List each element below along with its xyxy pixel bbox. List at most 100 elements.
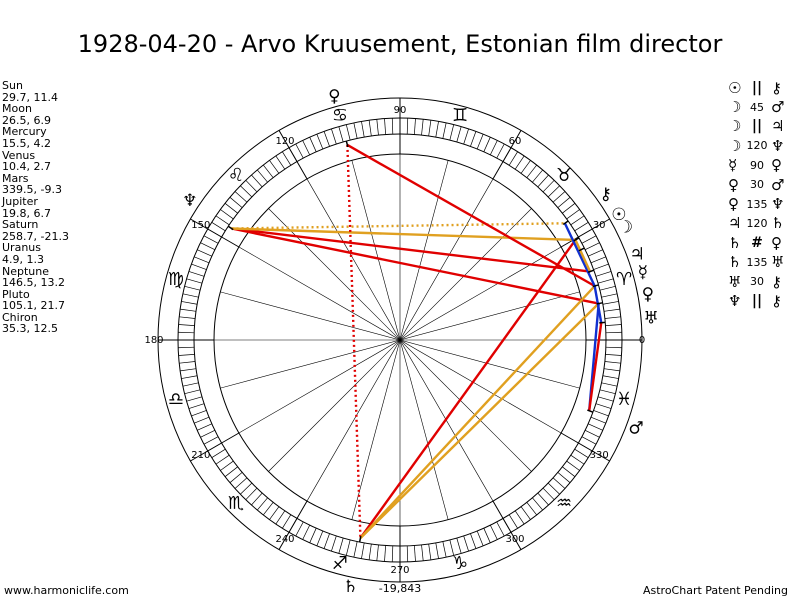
degree-tick	[197, 249, 212, 257]
degree-tick	[414, 118, 416, 135]
degree-tick	[316, 530, 324, 546]
degree-tick	[184, 389, 201, 395]
degree-tick	[604, 361, 621, 364]
degree-tick	[197, 423, 212, 431]
degree-tick	[428, 120, 432, 137]
degree-tick	[240, 482, 253, 495]
degree-tick	[508, 514, 518, 529]
degree-tick	[194, 416, 210, 424]
degree-tick	[215, 454, 230, 465]
aspect-type: ||	[751, 292, 763, 309]
degree-tick	[414, 545, 416, 562]
planet-coords-neptune: 146.5, 13.2	[2, 276, 65, 290]
planet-name-saturn: Saturn	[2, 218, 39, 232]
sign-boundary	[190, 218, 240, 248]
planet-name-venus: Venus	[2, 148, 36, 162]
degree-tick	[234, 191, 248, 203]
degree-tick	[361, 121, 365, 138]
degree-tick	[194, 256, 210, 264]
sign-boundary	[278, 130, 308, 180]
degree-label: 0	[639, 335, 645, 346]
degree-tick	[220, 209, 234, 220]
degree-tick	[302, 524, 311, 540]
aspect-planet-2: ⚷	[771, 291, 782, 310]
degree-tick	[590, 416, 606, 424]
zodiac-sign-icon: ♈	[616, 269, 632, 290]
planet-name-pluto: Pluto	[2, 287, 30, 301]
degree-tick	[570, 215, 585, 226]
aspect-planet-2: ♄	[771, 214, 785, 233]
planet-tick	[562, 220, 569, 226]
degree-tick	[215, 215, 230, 226]
degree-tick	[605, 331, 622, 334]
aspect-planet-2: ♆	[771, 136, 785, 155]
zodiac-sign-icon: ♒	[556, 493, 572, 514]
degree-tick	[496, 143, 505, 159]
degree-tick	[463, 535, 469, 552]
degree-tick	[384, 118, 386, 135]
planet-name-uranus: Uranus	[2, 241, 41, 255]
aspect-planet-1: ♆	[728, 291, 742, 310]
degree-tick	[269, 160, 280, 174]
aspect-planet-2: ♅	[771, 253, 785, 272]
degree-tick	[581, 235, 597, 244]
degree-tick	[428, 543, 432, 560]
planet-glyph-chiron: ⚷	[599, 184, 611, 204]
planet-tick	[358, 535, 362, 543]
aspect-planet-1: ♅	[728, 272, 742, 291]
aspect-line	[231, 227, 576, 242]
aspect-line	[563, 222, 596, 287]
planet-glyph-moon: ☽	[618, 218, 633, 238]
aspect-type: 30	[750, 275, 764, 289]
degree-tick	[179, 361, 196, 364]
planet-tick	[587, 269, 595, 273]
planet-tick	[227, 225, 234, 231]
aspect-type: 135	[746, 255, 768, 269]
planet-tick	[596, 302, 603, 305]
degree-label: 60	[509, 136, 522, 147]
degree-tick	[361, 542, 365, 559]
degree-tick	[186, 396, 203, 402]
planet-coords-venus: 10.4, 2.7	[2, 160, 51, 174]
degree-tick	[331, 535, 337, 552]
degree-tick	[275, 510, 286, 525]
aspect-planet-2: ♂	[771, 175, 785, 194]
degree-tick	[182, 382, 199, 387]
degree-tick	[211, 448, 226, 458]
degree-tick	[537, 174, 549, 188]
aspect-planet-2: ♆	[771, 195, 785, 214]
degree-tick	[520, 506, 531, 520]
aspect-line	[346, 143, 596, 288]
degree-tick	[520, 160, 531, 174]
degree-tick	[191, 410, 207, 417]
zodiac-sign-icon: ♉	[556, 165, 572, 186]
degree-tick	[532, 497, 543, 511]
aspect-line	[574, 239, 592, 273]
aspect-planet-2: ♃	[771, 117, 785, 136]
planet-coords-mercury: 15.5, 4.2	[2, 136, 51, 150]
degree-tick	[470, 131, 477, 147]
degree-tick	[269, 506, 280, 520]
planet-tick	[599, 321, 606, 324]
degree-tick	[542, 487, 555, 500]
degree-label: 300	[505, 534, 524, 545]
aspect-line	[231, 227, 591, 273]
degree-tick	[323, 131, 330, 147]
degree-tick	[295, 143, 304, 159]
degree-tick	[597, 278, 614, 284]
zodiac-sign-icon: ♎	[168, 389, 184, 410]
aspect-type: 30	[750, 178, 764, 192]
degree-tick	[593, 410, 609, 417]
planet-glyph-mercury: ☿	[638, 263, 648, 283]
degree-tick	[338, 537, 344, 554]
degree-tick	[180, 368, 197, 372]
aspect-row: ♅ 30 ⚷	[728, 272, 800, 291]
aspect-planet-2: ⚷	[771, 78, 782, 97]
degree-tick	[245, 487, 258, 500]
aspect-line	[346, 144, 362, 539]
degree-tick	[353, 122, 358, 139]
degree-tick	[368, 543, 372, 560]
aspect-planet-2: ⚷	[771, 272, 782, 291]
degree-tick	[537, 492, 549, 506]
